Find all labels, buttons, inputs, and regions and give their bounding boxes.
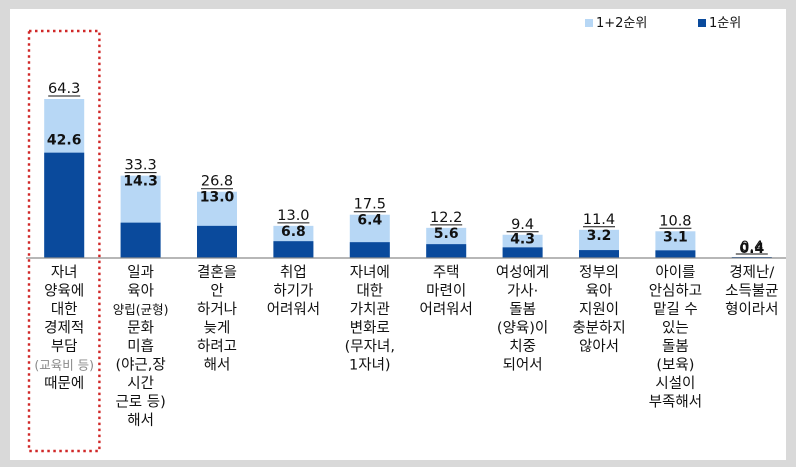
category-label-0-line-1: 양육에 <box>44 283 84 300</box>
category-label-1-line-3: 문화 <box>127 320 154 337</box>
category-label-6-line-2: 돌봄 <box>509 301 536 318</box>
category-label-2-line-3: 늦게 <box>204 320 231 337</box>
category-label-8-line-4: 돌봄 <box>662 338 689 355</box>
first-value-label-6: 4.3 <box>510 231 535 247</box>
category-label-0-line-3: 경제적 <box>44 320 84 337</box>
first-value-label-8: 3.1 <box>663 229 688 245</box>
category-label-1-line-5: (야근,장 <box>115 357 165 374</box>
category-label-4-line-2: 가치관 <box>350 301 390 318</box>
category-label-9-line-2: 형이라서 <box>725 301 778 318</box>
legend-label-first: 1순위 <box>709 16 741 31</box>
category-label-3-line-2: 어려워서 <box>267 301 320 318</box>
category-label-0-line-2: 대한 <box>51 301 78 318</box>
total-value-label-3: 13.0 <box>277 208 309 224</box>
bar-first-0 <box>44 152 85 258</box>
bar-first-1 <box>120 222 161 258</box>
category-label-2-line-1: 안 <box>210 283 223 300</box>
category-label-8-line-3: 있는 <box>662 320 689 337</box>
category-label-7-line-1: 육아 <box>586 283 613 300</box>
first-value-label-9: 0.4 <box>739 241 764 257</box>
category-label-1-line-1: 육아 <box>127 283 154 300</box>
category-label-9-line-1: 소득불균 <box>725 283 778 300</box>
category-label-1-line-8: 해서 <box>127 412 154 429</box>
category-label-7-line-2: 지원이 <box>579 301 619 318</box>
category-label-1-line-7: 근로 등) <box>115 395 165 411</box>
category-label-2-line-4: 하려고 <box>197 338 237 355</box>
chart-frame: 64.3 42.6 자녀 양육에 대한 경제적 부담 (교육비 등) 때문에 33.3 14.3 일과… <box>10 9 786 460</box>
first-value-label-4: 6.4 <box>357 213 382 229</box>
first-value-label-0: 42.6 <box>47 133 82 149</box>
category-label-2-line-0: 결혼을 <box>197 264 237 281</box>
category-label-0-line-6: 때문에 <box>44 375 84 392</box>
category-label-8-line-5: (보육) <box>656 358 694 374</box>
category-label-5-line-1: 마련이 <box>426 283 466 300</box>
category-label-6-line-4: 치중 <box>509 338 536 355</box>
bar-first-8 <box>655 250 696 258</box>
total-value-label-0: 64.3 <box>48 81 80 97</box>
category-label-8-line-0: 아이를 <box>655 264 695 281</box>
total-value-label-8: 10.8 <box>659 213 691 229</box>
category-label-7-line-3: 충분하지 <box>572 320 625 337</box>
category-label-5-line-2: 어려워서 <box>420 301 473 318</box>
total-value-label-6: 9.4 <box>511 217 534 233</box>
bar-first-2 <box>197 225 237 258</box>
category-label-9-line-0: 경제난/ <box>729 264 774 281</box>
first-value-label-5: 5.6 <box>434 226 459 242</box>
category-label-7-line-4: 않아서 <box>579 338 619 355</box>
category-label-0-line-5: (교육비 등) <box>34 358 94 373</box>
category-label-4-line-1: 대한 <box>356 283 383 300</box>
category-label-1-line-2: 양립(균형) <box>113 302 169 317</box>
category-label-4-line-0: 자녀에 <box>350 264 390 281</box>
category-label-8-line-6: 시설이 <box>655 375 695 392</box>
category-label-4-line-4: (무자녀, <box>345 338 395 355</box>
category-label-8-line-2: 맡길 수 <box>653 301 698 318</box>
legend-swatch-first <box>698 19 706 27</box>
category-label-6-line-3: (양육)이 <box>497 320 548 337</box>
bar-first-7 <box>579 250 619 258</box>
total-value-label-4: 17.5 <box>354 197 386 213</box>
category-label-6-line-1: 가사· <box>507 283 538 300</box>
bar-first-4 <box>349 242 390 258</box>
category-label-7-line-0: 정부의 <box>579 264 619 281</box>
bar-first-5 <box>426 244 467 258</box>
first-value-label-2: 13.0 <box>200 190 235 206</box>
category-label-4-line-3: 변화로 <box>350 320 390 337</box>
legend-swatch-total <box>585 19 593 27</box>
category-label-8-line-7: 부족해서 <box>649 394 702 411</box>
first-value-label-7: 3.2 <box>587 228 612 244</box>
category-label-0-line-0: 자녀 <box>51 264 78 281</box>
category-label-1-line-6: 시간 <box>127 375 154 392</box>
total-value-label-1: 33.3 <box>124 158 156 174</box>
category-label-5-line-0: 주택 <box>433 264 460 281</box>
category-label-8-line-1: 안심하고 <box>649 283 702 300</box>
category-label-3-line-1: 하기가 <box>273 283 313 300</box>
category-label-1-line-4: 미흡 <box>127 338 154 355</box>
legend-label-total: 1+2순위 <box>596 16 647 31</box>
category-label-1-line-0: 일과 <box>127 264 154 281</box>
total-value-label-9: 0.4 <box>740 239 763 255</box>
category-label-2-line-2: 하거나 <box>197 301 237 318</box>
category-label-3-line-0: 취업 <box>280 264 307 281</box>
category-label-6-line-0: 여성에게 <box>496 264 549 281</box>
total-value-label-5: 12.2 <box>430 210 462 226</box>
category-label-6-line-5: 되어서 <box>503 357 543 374</box>
total-value-label-7: 11.4 <box>583 212 615 228</box>
category-label-2-line-5: 해서 <box>204 357 231 374</box>
category-label-0-line-4: 부담 <box>51 338 78 355</box>
first-value-label-3: 6.8 <box>281 224 306 240</box>
bar-first-6 <box>502 247 543 258</box>
total-value-label-2: 26.8 <box>201 174 233 190</box>
first-value-label-1: 14.3 <box>123 174 158 190</box>
bar-first-3 <box>273 241 314 258</box>
category-label-4-line-5: 1자녀) <box>349 357 391 374</box>
